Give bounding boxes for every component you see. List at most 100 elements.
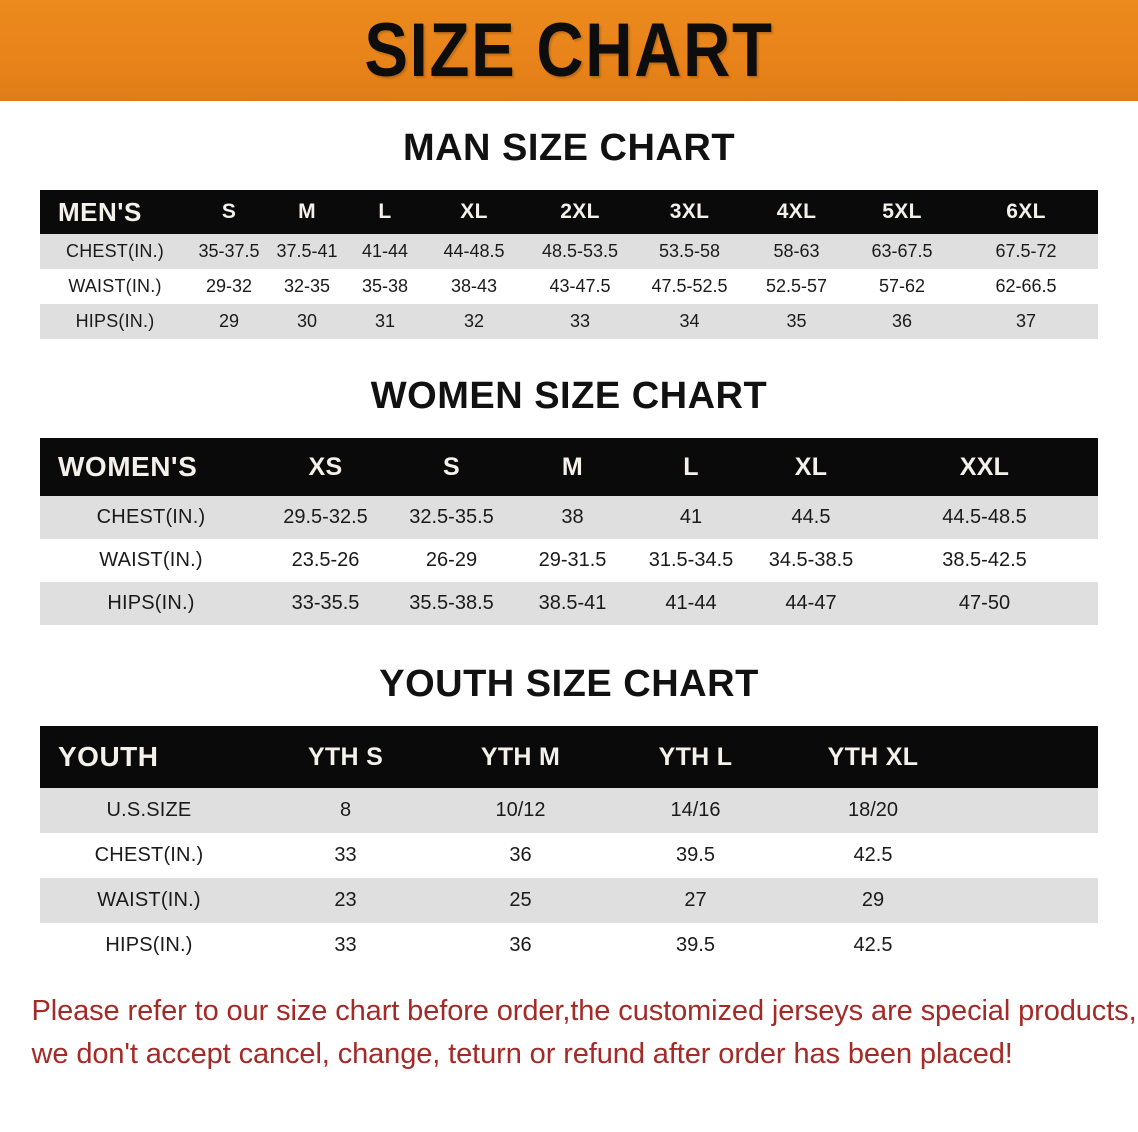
table-cell: 25	[509, 889, 532, 911]
women-row-label-chest: CHEST(IN.)	[96, 506, 206, 528]
footer-note-line-1: Please refer to our size chart before or…	[31, 995, 1137, 1027]
page-title: SIZE CHART	[364, 7, 774, 93]
youth-row-label-waist: WAIST(IN.)	[97, 889, 201, 911]
table-cell: 33	[334, 934, 357, 956]
footer-note: Please refer to our size chart before or…	[31, 990, 1137, 1076]
table-cell: 35	[786, 311, 807, 331]
table-cell: 29.5-32.5	[283, 506, 368, 528]
table-cell: 29-32	[205, 276, 253, 296]
table-cell: 33	[569, 311, 591, 331]
youth-section-title: YOUTH SIZE CHART	[379, 663, 759, 705]
table-cell: 41-44	[361, 241, 409, 261]
women-column-header-xl: XL	[794, 452, 828, 481]
man-corner-label: MEN'S	[58, 196, 142, 227]
table-cell: 29	[218, 311, 240, 331]
table-cell: 14/16	[670, 799, 721, 821]
table-cell: 38-43	[450, 276, 498, 296]
women-column-header-xs: XS	[308, 452, 343, 481]
table-cell: 31.5-34.5	[648, 549, 734, 571]
table-cell: 43-47.5	[549, 276, 611, 296]
table-cell: 63-67.5	[871, 241, 933, 261]
table-cell	[963, 833, 1098, 878]
table-cell: 47-50	[958, 592, 1011, 614]
table-cell: 38.5-41	[538, 592, 607, 614]
youth-corner-label: YOUTH	[58, 741, 159, 772]
footer-note-line-2: we don't accept cancel, change, teturn o…	[31, 1037, 1013, 1070]
table-cell: 41-44	[665, 592, 717, 614]
table-row: CHEST(IN.) 29.5-32.5 32.5-35.5 38 41 44.…	[40, 496, 1098, 539]
women-row-label-hips: HIPS(IN.)	[107, 592, 195, 614]
table-cell: 44.5	[791, 506, 831, 528]
women-column-header-xxl: XXL	[959, 452, 1010, 481]
table-row: WAIST(IN.) 29-32 32-35 35-38 38-43 43-47…	[40, 269, 1098, 304]
man-column-header-m: M	[298, 200, 316, 223]
man-row-label-chest: CHEST(IN.)	[66, 241, 164, 261]
man-column-header-xl: XL	[460, 200, 488, 223]
table-cell: 32-35	[283, 276, 331, 296]
table-cell: 58-63	[773, 241, 820, 261]
table-cell: 8	[339, 799, 352, 821]
table-cell: 38	[561, 506, 584, 528]
youth-column-header-yth-l: YTH L	[658, 742, 733, 771]
youth-column-header-yth-xl: YTH XL	[827, 742, 919, 771]
table-row: CHEST(IN.) 35-37.5 37.5-41 41-44 44-48.5…	[40, 234, 1098, 269]
table-cell: 42.5	[853, 844, 893, 866]
youth-column-header-empty	[963, 726, 1098, 788]
table-cell: 29	[861, 889, 885, 911]
table-row: HIPS(IN.) 33 36 39.5 42.5	[40, 923, 1098, 968]
table-cell: 38.5-42.5	[942, 549, 1027, 571]
table-cell	[963, 788, 1098, 833]
table-cell: 35-38	[361, 276, 409, 296]
table-row: U.S.SIZE 8 10/12 14/16 18/20	[40, 788, 1098, 833]
table-cell: 52.5-57	[765, 276, 828, 296]
table-cell: 44.5-48.5	[942, 506, 1027, 528]
youth-size-table: YOUTH YTH S YTH M YTH L YTH XL U.S.SIZE …	[40, 726, 1098, 968]
man-column-header-5xl: 5XL	[882, 200, 922, 223]
youth-row-label-hips: HIPS(IN.)	[105, 934, 193, 956]
man-row-label-waist: WAIST(IN.)	[68, 276, 162, 296]
table-cell: 23.5-26	[291, 549, 360, 571]
table-cell: 36	[891, 311, 913, 331]
table-cell: 44-48.5	[443, 241, 505, 261]
table-cell: 35-37.5	[198, 241, 260, 261]
table-header-row: MEN'S S M L XL 2XL 3XL 4XL 5XL 6XL	[40, 190, 1098, 234]
table-cell: 23	[334, 889, 357, 911]
table-row: WAIST(IN.) 23.5-26 26-29 29-31.5 31.5-34…	[40, 539, 1098, 582]
table-cell: 34	[679, 311, 700, 331]
table-cell: 42.5	[853, 934, 893, 956]
table-cell: 39.5	[676, 844, 715, 866]
table-header-row: WOMEN'S XS S M L XL XXL	[40, 438, 1098, 496]
table-header-row: YOUTH YTH S YTH M YTH L YTH XL	[40, 726, 1098, 788]
table-cell: 18/20	[847, 799, 899, 821]
table-cell: 27	[684, 889, 707, 911]
table-cell: 47.5-52.5	[651, 276, 728, 296]
table-cell: 33-35.5	[291, 592, 360, 614]
table-cell: 44-47	[785, 592, 837, 614]
table-row: WAIST(IN.) 23 25 27 29	[40, 878, 1098, 923]
youth-row-label-us-size: U.S.SIZE	[106, 799, 192, 821]
page-banner: SIZE CHART	[0, 0, 1138, 101]
table-cell: 36	[509, 844, 532, 866]
table-cell: 57-62	[878, 276, 926, 296]
man-column-header-4xl: 4XL	[776, 200, 817, 223]
man-column-header-l: L	[378, 200, 392, 223]
table-cell: 32.5-35.5	[409, 506, 494, 528]
table-cell: 36	[509, 934, 532, 956]
women-corner-label: WOMEN'S	[58, 451, 198, 482]
women-section-title: WOMEN SIZE CHART	[370, 375, 768, 417]
women-column-header-s: S	[443, 452, 460, 481]
table-row: CHEST(IN.) 33 36 39.5 42.5	[40, 833, 1098, 878]
table-row: HIPS(IN.) 29 30 31 32 33 34 35 36 37	[40, 304, 1098, 339]
man-section-title: MAN SIZE CHART	[402, 127, 736, 169]
table-cell: 37.5-41	[276, 241, 338, 261]
table-cell: 10/12	[495, 799, 546, 821]
youth-column-header-yth-s: YTH S	[307, 742, 384, 771]
table-cell: 26-29	[425, 549, 478, 571]
table-cell	[963, 878, 1098, 923]
table-cell: 39.5	[676, 934, 715, 956]
man-column-header-6xl: 6XL	[1006, 200, 1046, 223]
table-cell: 31	[374, 311, 396, 331]
table-cell: 30	[296, 311, 318, 331]
women-size-table: WOMEN'S XS S M L XL XXL CHEST(IN.) 29.5-…	[40, 438, 1098, 625]
table-cell: 32	[463, 311, 485, 331]
